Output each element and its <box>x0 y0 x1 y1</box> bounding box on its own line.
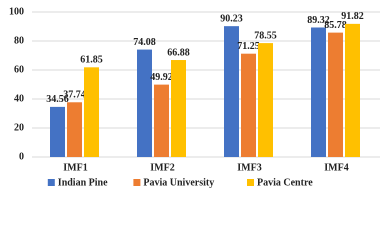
bar <box>241 53 256 157</box>
legend-label: Pavia Centre <box>257 177 313 188</box>
y-tick-label: 80 <box>14 35 24 46</box>
bar <box>67 102 82 157</box>
bar <box>154 84 169 157</box>
data-label: 37.74 <box>63 90 86 101</box>
bar <box>258 43 273 157</box>
bar <box>345 23 360 158</box>
legend-swatch <box>133 179 141 186</box>
x-tick-label: IMF4 <box>324 162 348 173</box>
bar <box>311 27 326 158</box>
data-label: 78.55 <box>254 30 277 41</box>
data-label: 66.88 <box>167 47 190 58</box>
data-label: 61.85 <box>80 55 103 66</box>
y-tick-label: 0 <box>19 151 24 162</box>
data-label: 49.92 <box>150 72 173 83</box>
data-label: 74.08 <box>133 37 156 48</box>
y-tick-label: 60 <box>14 64 24 75</box>
bar <box>224 26 239 157</box>
data-label: 85.78 <box>324 20 347 31</box>
bar <box>84 67 99 157</box>
data-label: 89.32 <box>307 15 330 26</box>
legend-label: Indian Pine <box>58 177 108 188</box>
bar <box>328 32 343 157</box>
y-tick-label: 100 <box>9 6 24 17</box>
data-label: 91.82 <box>341 11 364 22</box>
x-tick-label: IMF2 <box>150 162 174 173</box>
y-tick-label: 20 <box>14 122 24 133</box>
legend-swatch <box>247 179 254 186</box>
data-label: 34.56 <box>46 94 69 105</box>
legend-swatch <box>47 179 55 186</box>
x-tick-label: IMF3 <box>237 162 261 173</box>
bar <box>137 49 152 157</box>
bar <box>171 60 186 157</box>
x-tick-label: IMF1 <box>63 162 87 173</box>
y-tick-label: 40 <box>14 93 24 104</box>
bar <box>50 106 65 157</box>
data-label: 90.23 <box>220 13 243 24</box>
data-label: 71.25 <box>237 41 260 52</box>
legend-label: Pavia University <box>143 177 214 188</box>
